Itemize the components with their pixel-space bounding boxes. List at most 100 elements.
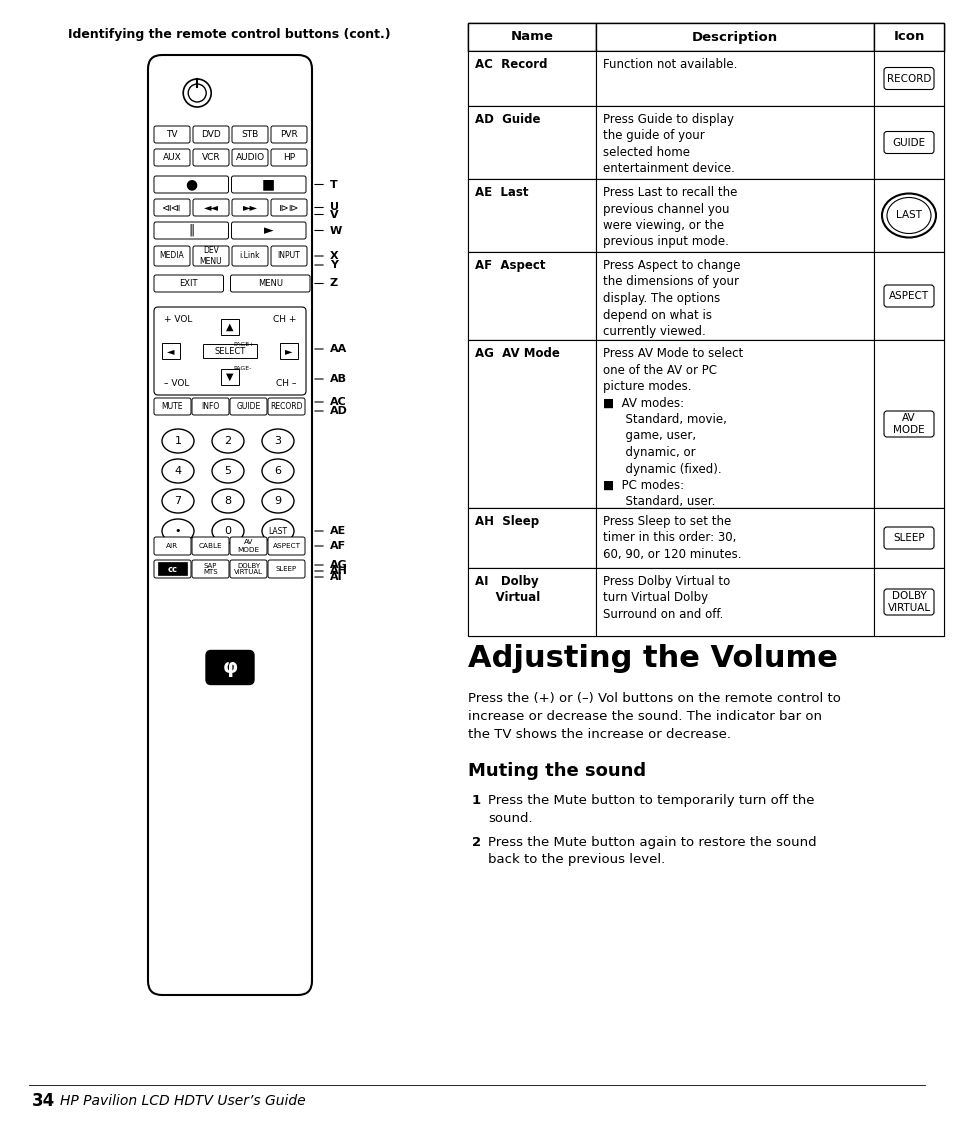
FancyBboxPatch shape [230, 537, 267, 555]
Text: STB: STB [241, 130, 258, 139]
Bar [468, 252, 943, 340]
Text: T: T [330, 180, 337, 190]
FancyBboxPatch shape [232, 149, 268, 166]
Text: ASPECT: ASPECT [888, 291, 928, 301]
Text: ◄: ◄ [167, 346, 174, 356]
Bar [873, 22, 943, 51]
Text: Z: Z [330, 279, 337, 289]
Text: CABLE: CABLE [198, 544, 222, 549]
Bar [596, 568, 873, 636]
Text: Name: Name [510, 30, 553, 44]
Text: Adjusting the Volume: Adjusting the Volume [468, 643, 837, 673]
Text: AV
MODE: AV MODE [237, 539, 259, 553]
FancyBboxPatch shape [153, 398, 191, 416]
Text: AA: AA [330, 344, 347, 354]
Bar [468, 568, 943, 636]
Text: Press Aspect to change
the dimensions of your
display. The options
depend on wha: Press Aspect to change the dimensions of… [602, 259, 740, 338]
Text: 8: 8 [224, 496, 232, 506]
Text: 1: 1 [472, 794, 480, 807]
FancyBboxPatch shape [232, 176, 306, 193]
Ellipse shape [262, 459, 294, 483]
Bar [873, 252, 943, 340]
FancyBboxPatch shape [883, 527, 933, 549]
Text: AG: AG [330, 560, 348, 570]
FancyBboxPatch shape [193, 149, 229, 166]
Text: 3: 3 [274, 436, 281, 446]
FancyBboxPatch shape [268, 537, 305, 555]
Text: Press Sleep to set the
timer in this order: 30,
60, 90, or 120 minutes.: Press Sleep to set the timer in this ord… [602, 515, 740, 562]
Text: SAP
MTS: SAP MTS [203, 563, 217, 575]
Text: AV
MODE: AV MODE [892, 413, 923, 435]
Text: ▼: ▼ [226, 372, 233, 382]
FancyBboxPatch shape [883, 67, 933, 90]
Ellipse shape [212, 459, 244, 483]
Bar [873, 179, 943, 252]
FancyBboxPatch shape [271, 126, 307, 143]
Text: SELECT: SELECT [214, 347, 245, 356]
Text: PVR: PVR [280, 130, 297, 139]
Text: AE  Last: AE Last [475, 186, 528, 199]
FancyBboxPatch shape [230, 560, 267, 578]
Bar [468, 179, 943, 252]
Text: Press Dolby Virtual to
turn Virtual Dolby
Surround on and off.: Press Dolby Virtual to turn Virtual Dolb… [602, 575, 729, 621]
FancyBboxPatch shape [268, 398, 305, 416]
Text: 2: 2 [224, 436, 232, 446]
Text: AC  Record: AC Record [475, 58, 547, 71]
Text: 2: 2 [472, 836, 480, 849]
Text: HP: HP [283, 153, 294, 162]
Ellipse shape [262, 429, 294, 453]
Text: CH +: CH + [273, 314, 295, 323]
Bar [468, 508, 943, 568]
Text: AE: AE [330, 526, 346, 536]
Bar [280, 343, 297, 359]
FancyBboxPatch shape [148, 55, 312, 995]
Text: INPUT: INPUT [277, 252, 300, 261]
Text: CH –: CH – [275, 378, 295, 387]
Text: SLEEP: SLEEP [892, 533, 923, 544]
FancyBboxPatch shape [193, 199, 229, 216]
Text: LAST: LAST [895, 210, 921, 220]
Ellipse shape [162, 429, 193, 453]
Text: Muting the sound: Muting the sound [468, 763, 645, 780]
Text: W: W [330, 226, 342, 236]
Ellipse shape [882, 193, 935, 237]
Text: ▲: ▲ [226, 322, 233, 332]
Text: RECORD: RECORD [886, 73, 930, 83]
Bar [468, 106, 943, 179]
FancyBboxPatch shape [153, 560, 191, 578]
Ellipse shape [162, 489, 193, 513]
Text: ►►: ►► [242, 202, 257, 212]
Bar [221, 369, 239, 385]
Text: RECORD: RECORD [270, 402, 302, 411]
Text: Press the (+) or (–) Vol buttons on the remote control to
increase or decrease t: Press the (+) or (–) Vol buttons on the … [468, 692, 840, 741]
Bar [596, 252, 873, 340]
Text: Description: Description [691, 30, 778, 44]
Text: Press Guide to display
the guide of your
selected home
entertainment device.: Press Guide to display the guide of your… [602, 113, 734, 175]
Text: – VOL: – VOL [164, 378, 190, 387]
Text: AUDIO: AUDIO [235, 153, 264, 162]
FancyBboxPatch shape [193, 246, 229, 266]
Text: ►: ► [264, 223, 274, 237]
Text: 9: 9 [274, 496, 281, 506]
Text: ASPECT: ASPECT [273, 544, 300, 549]
Text: AIR: AIR [166, 544, 178, 549]
FancyBboxPatch shape [153, 275, 223, 292]
Text: 6: 6 [274, 466, 281, 476]
Text: ◄◄: ◄◄ [203, 202, 218, 212]
Ellipse shape [183, 79, 211, 107]
Text: U: U [330, 202, 338, 212]
FancyBboxPatch shape [230, 398, 267, 416]
Text: SLEEP: SLEEP [275, 566, 296, 572]
Text: GUIDE: GUIDE [891, 137, 924, 147]
Text: 4: 4 [174, 466, 181, 476]
Bar [873, 568, 943, 636]
Text: AI   Dolby
     Virtual: AI Dolby Virtual [475, 575, 539, 604]
Ellipse shape [188, 84, 206, 102]
Text: AH  Sleep: AH Sleep [475, 515, 538, 528]
Text: Press Last to recall the
previous channel you
were viewing, or the
previous inpu: Press Last to recall the previous channe… [602, 186, 737, 248]
Text: X: X [330, 252, 338, 261]
FancyBboxPatch shape [192, 398, 229, 416]
Text: φ: φ [222, 658, 237, 677]
Text: AC: AC [330, 398, 346, 407]
Text: ‖: ‖ [188, 223, 194, 237]
